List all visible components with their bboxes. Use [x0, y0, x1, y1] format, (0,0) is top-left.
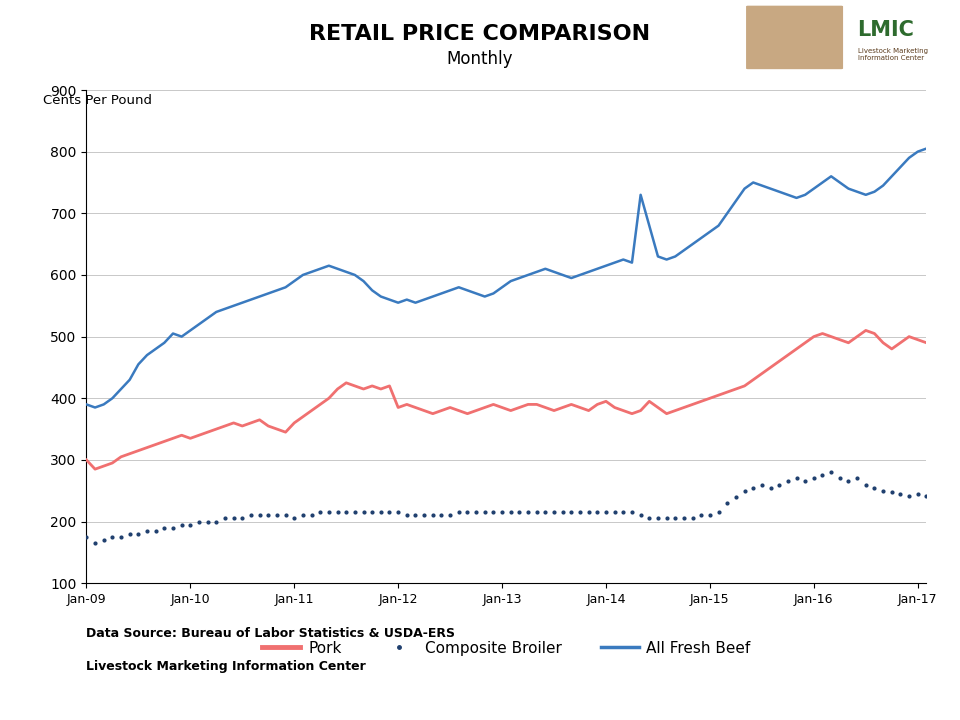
Text: LMIC: LMIC	[857, 19, 914, 40]
Text: Data Source: Bureau of Labor Statistics & USDA-ERS: Data Source: Bureau of Labor Statistics …	[86, 627, 455, 640]
Text: Livestock Marketing Information Center: Livestock Marketing Information Center	[86, 660, 366, 672]
Text: RETAIL PRICE COMPARISON: RETAIL PRICE COMPARISON	[309, 24, 651, 44]
Text: Livestock Marketing
Information Center: Livestock Marketing Information Center	[857, 48, 927, 61]
Text: Cents Per Pound: Cents Per Pound	[43, 94, 153, 107]
Legend: Pork, Composite Broiler, All Fresh Beef: Pork, Composite Broiler, All Fresh Beef	[256, 634, 756, 662]
Text: Monthly: Monthly	[446, 50, 514, 68]
FancyBboxPatch shape	[746, 6, 843, 69]
